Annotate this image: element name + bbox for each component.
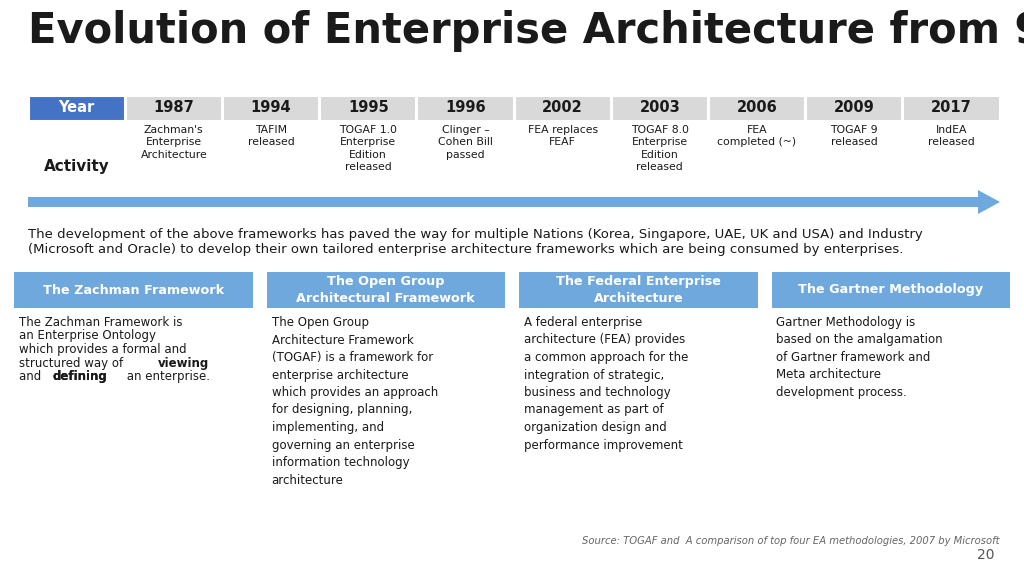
Text: TOGAF 1.0
Enterprise
Edition
released: TOGAF 1.0 Enterprise Edition released: [339, 125, 397, 172]
Polygon shape: [28, 190, 1000, 214]
Text: Source: TOGAF and  A comparison of top four EA methodologies, 2007 by Microsoft: Source: TOGAF and A comparison of top fo…: [583, 536, 1000, 546]
Text: Zachman's
Enterprise
Architecture: Zachman's Enterprise Architecture: [140, 125, 207, 160]
Text: TOGAF 8.0
Enterprise
Edition
released: TOGAF 8.0 Enterprise Edition released: [631, 125, 689, 172]
Text: Year: Year: [58, 100, 95, 116]
Text: A federal enterprise
architecture (FEA) provides
a common approach for the
integ: A federal enterprise architecture (FEA) …: [524, 316, 688, 452]
Text: an enterprise.: an enterprise.: [123, 370, 210, 383]
Text: 1994: 1994: [251, 100, 291, 116]
Text: (Microsoft and Oracle) to develop their own tailored enterprise architecture fra: (Microsoft and Oracle) to develop their …: [28, 243, 903, 256]
Text: Gartner Methodology is
based on the amalgamation
of Gartner framework and
Meta a: Gartner Methodology is based on the amal…: [776, 316, 943, 399]
Text: The Open Group
Architecture Framework
(TOGAF) is a framework for
enterprise arch: The Open Group Architecture Framework (T…: [271, 316, 437, 487]
Text: The Open Group
Architectural Framework: The Open Group Architectural Framework: [296, 275, 475, 305]
FancyBboxPatch shape: [611, 96, 708, 120]
Text: The Gartner Methodology: The Gartner Methodology: [798, 283, 983, 297]
FancyBboxPatch shape: [223, 96, 319, 120]
Text: The Zachman Framework is: The Zachman Framework is: [19, 316, 182, 329]
Text: IndEA
released: IndEA released: [928, 125, 975, 147]
FancyBboxPatch shape: [709, 96, 805, 120]
FancyBboxPatch shape: [14, 272, 253, 308]
FancyBboxPatch shape: [266, 272, 505, 308]
Text: defining: defining: [52, 370, 108, 383]
Text: Evolution of Enterprise Architecture from 90s: Evolution of Enterprise Architecture fro…: [28, 10, 1024, 52]
Text: defining: defining: [52, 370, 108, 383]
Text: viewing: viewing: [158, 357, 210, 369]
Text: The Zachman Framework: The Zachman Framework: [43, 283, 224, 297]
Text: Clinger –
Cohen Bill
passed: Clinger – Cohen Bill passed: [438, 125, 493, 160]
FancyBboxPatch shape: [903, 96, 999, 120]
Text: an Enterprise Ontology: an Enterprise Ontology: [19, 329, 156, 343]
Text: The development of the above frameworks has paved the way for multiple Nations (: The development of the above frameworks …: [28, 228, 923, 241]
Text: 2017: 2017: [931, 100, 972, 116]
FancyBboxPatch shape: [126, 96, 222, 120]
FancyBboxPatch shape: [418, 96, 513, 120]
Text: 1987: 1987: [154, 100, 195, 116]
Text: 20: 20: [978, 548, 995, 562]
FancyBboxPatch shape: [519, 272, 758, 308]
Text: TOGAF 9
released: TOGAF 9 released: [830, 125, 878, 147]
FancyBboxPatch shape: [806, 96, 902, 120]
Text: 1995: 1995: [348, 100, 388, 116]
Text: which provides a formal and: which provides a formal and: [19, 343, 186, 356]
Text: structured way of: structured way of: [19, 357, 127, 369]
Text: and: and: [19, 370, 45, 383]
Text: 2003: 2003: [639, 100, 680, 116]
Text: Activity: Activity: [44, 158, 110, 173]
FancyBboxPatch shape: [29, 96, 125, 120]
Text: FEA
completed (~): FEA completed (~): [718, 125, 797, 147]
Text: FEA replaces
FEAF: FEA replaces FEAF: [527, 125, 598, 147]
Text: TAFIM
released: TAFIM released: [248, 125, 294, 147]
FancyBboxPatch shape: [321, 96, 417, 120]
Text: 2006: 2006: [736, 100, 777, 116]
Text: The Federal Enterprise
Architecture: The Federal Enterprise Architecture: [556, 275, 721, 305]
FancyBboxPatch shape: [514, 96, 610, 120]
Text: 1996: 1996: [445, 100, 485, 116]
Text: 2009: 2009: [834, 100, 874, 116]
Text: 2002: 2002: [543, 100, 583, 116]
FancyBboxPatch shape: [771, 272, 1010, 308]
